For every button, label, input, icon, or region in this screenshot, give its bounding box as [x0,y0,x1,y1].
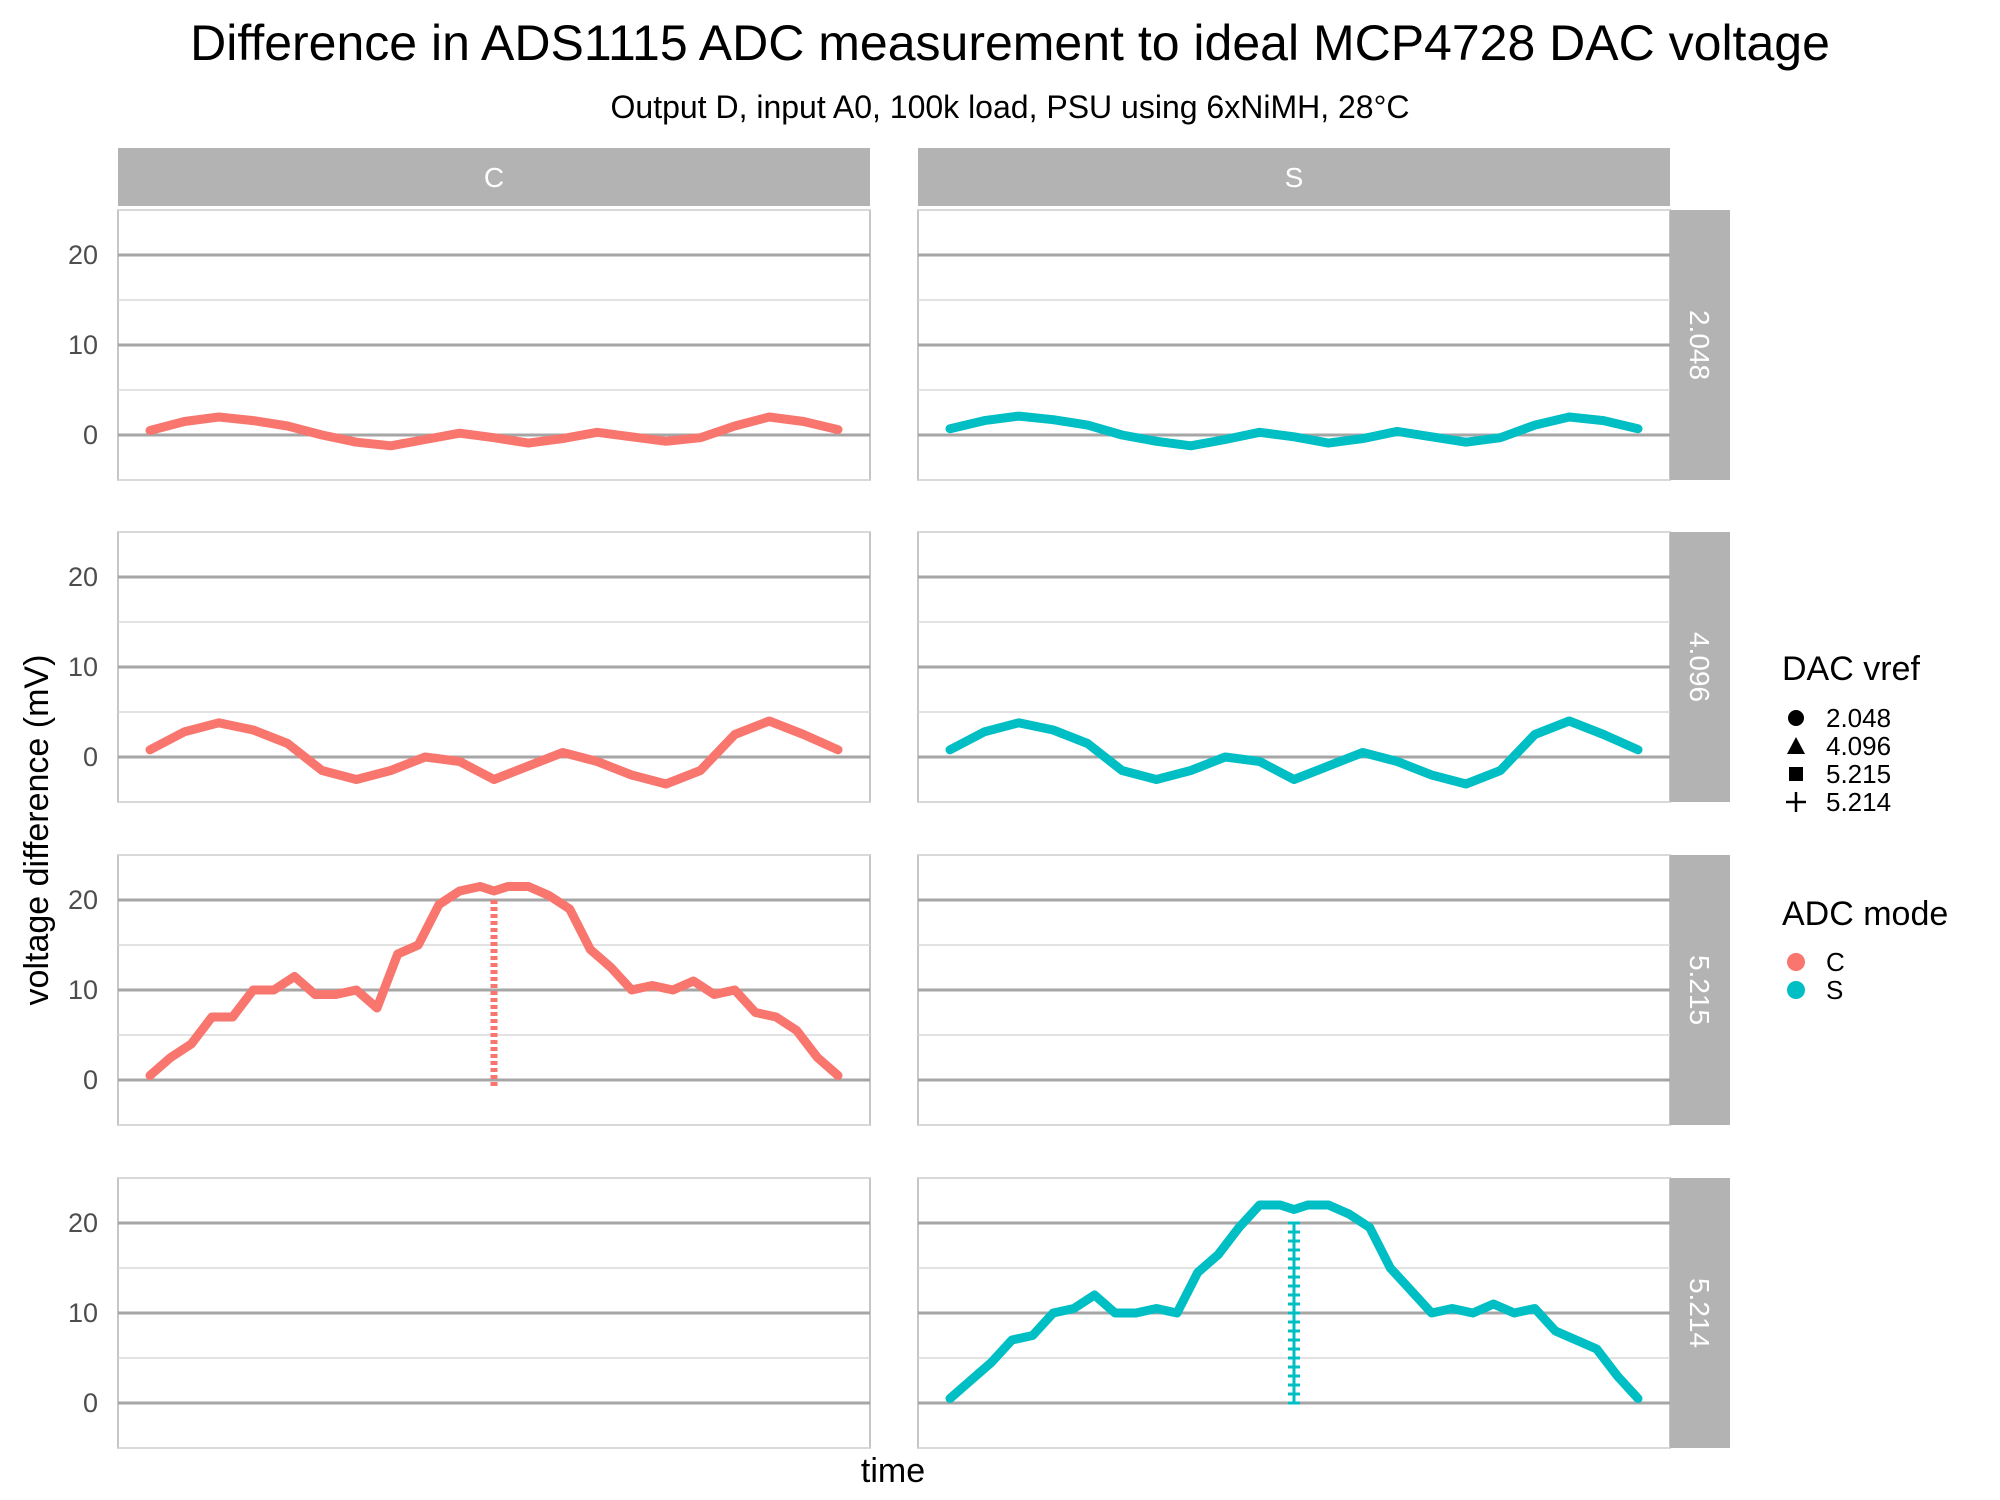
series-line [145,716,843,789]
y-tick-label: 0 [83,1065,98,1095]
legend-label: S [1826,975,1843,1005]
column-strip [918,148,1670,206]
row-strip-label: 5.215 [1684,955,1715,1025]
legend-label: 5.214 [1826,787,1891,817]
legend-title-dac-vref: DAC vref [1782,650,1920,688]
facet-panels: C S 2.048 0 10 20 4.096 0 10 20 5.215 0 10 20 5.214 0 10… [68,148,1730,1449]
facet-panel [117,531,871,803]
series-line [945,716,1643,789]
y-axis-title: voltage difference (mV) [18,655,56,1006]
legend-square-icon [1789,767,1803,781]
facet-panel [117,854,871,1126]
legend-label: 5.215 [1826,759,1891,789]
column-strip-label: C [484,162,504,193]
y-tick-label: 0 [83,742,98,772]
facet-panel [117,1177,871,1449]
y-tick-label: 20 [68,885,98,915]
legend-triangle-icon [1787,737,1805,754]
y-tick-label: 10 [68,652,98,682]
chart-title: Difference in ADS1115 ADC measurement to… [190,15,1830,71]
legend-label: 4.096 [1826,731,1891,761]
legend-color-key [1787,981,1805,999]
legend-label: 2.048 [1826,703,1891,733]
series-line [945,1200,1643,1403]
facet-panel [917,209,1671,481]
x-axis-title: time [861,1452,925,1490]
row-strip [1670,210,1730,480]
legend-color-key [1787,953,1805,971]
row-strip [1670,532,1730,802]
series-line [945,411,1643,451]
y-tick-label: 0 [83,420,98,450]
legend-circle-icon [1788,710,1804,726]
row-strip [1670,855,1730,1125]
facet-panel [917,1177,1671,1449]
row-strip-label: 5.214 [1684,1278,1715,1348]
series-line [145,412,843,451]
chart-subtitle: Output D, input A0, 100k load, PSU using… [611,89,1410,125]
vertical-marker [1288,1221,1300,1405]
legend-title-adc-mode: ADC mode [1782,895,1948,933]
y-tick-label: 10 [68,330,98,360]
facet-panel [917,854,1671,1126]
series-line [145,882,843,1080]
y-tick-label: 20 [68,1208,98,1238]
column-strip [118,148,870,206]
facet-panel [917,531,1671,803]
y-tick-label: 0 [83,1388,98,1418]
row-strip [1670,1178,1730,1448]
row-strip-label: 4.096 [1684,632,1715,702]
column-strip-label: S [1285,162,1304,193]
y-tick-label: 20 [68,562,98,592]
row-strip-label: 2.048 [1684,310,1715,380]
y-tick-label: 10 [68,975,98,1005]
facet-panel [117,209,871,481]
y-tick-label: 10 [68,1298,98,1328]
y-tick-label: 20 [68,240,98,270]
legend-label: C [1826,947,1845,977]
